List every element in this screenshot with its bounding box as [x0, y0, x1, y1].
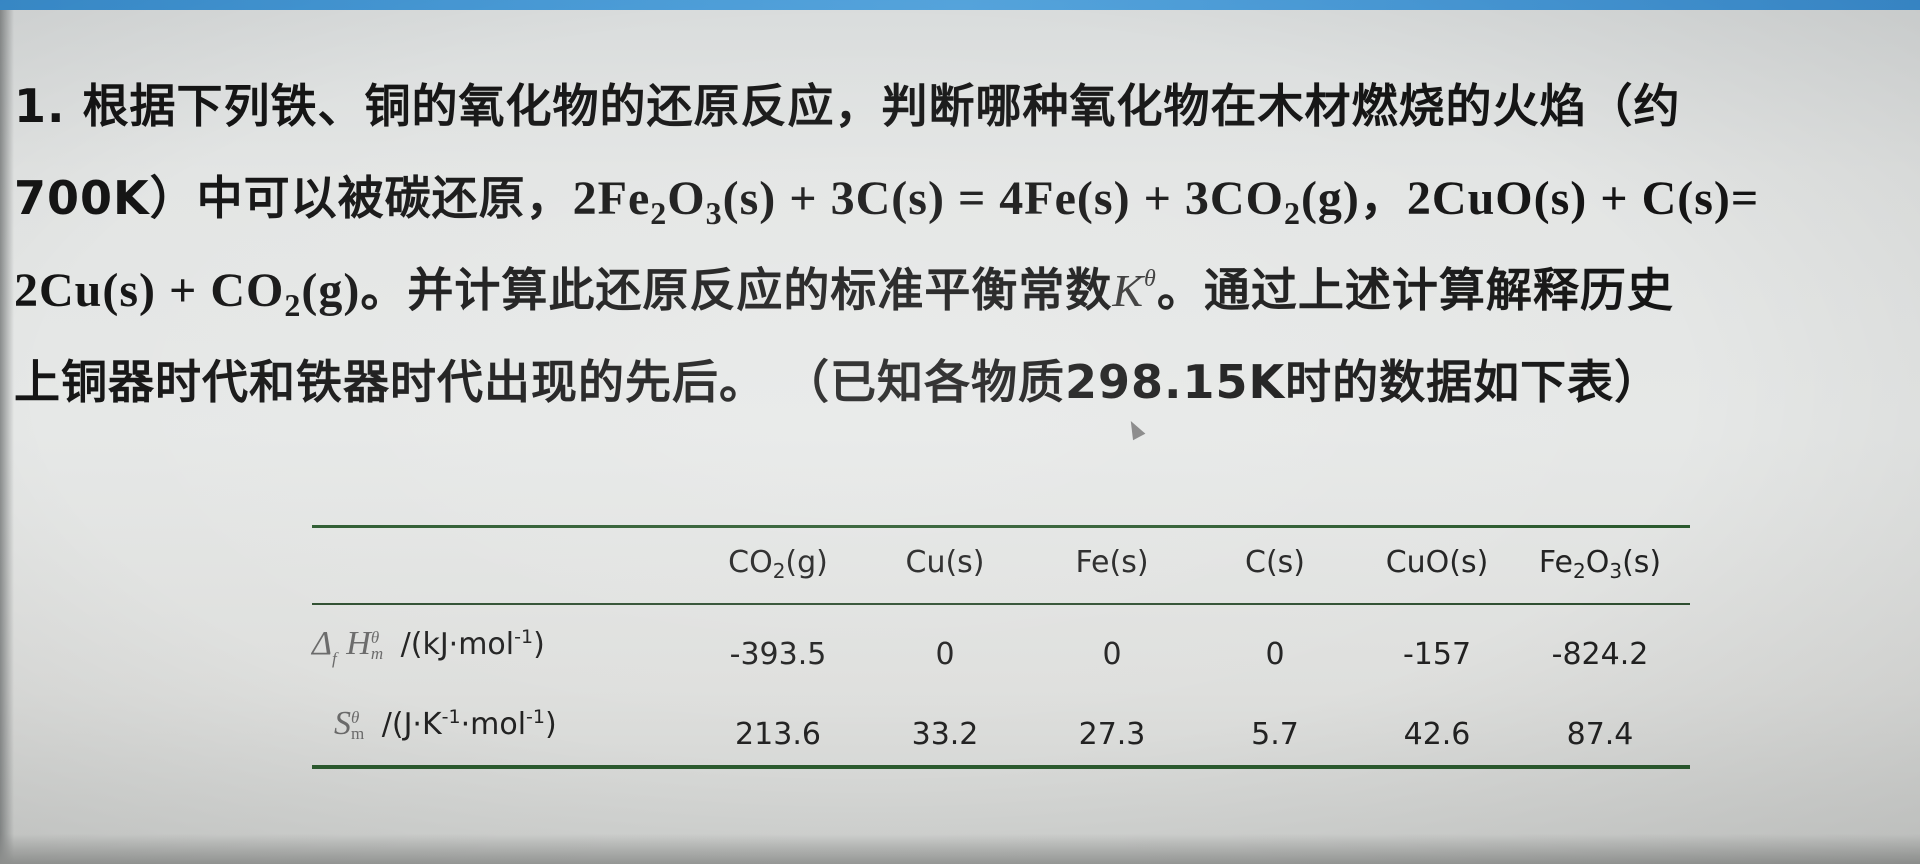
entropy-fe: 27.3: [1078, 717, 1146, 752]
equation-iron: 2Fe2O3(s) + 3C(s) = 4Fe(s) + 3CO2(g): [572, 172, 1360, 231]
entropy-c: 5.7: [1251, 717, 1299, 752]
entropy-co2: 213.6: [735, 717, 821, 752]
problem-line-3-text-a: 。并计算此还原反应的标准平衡常数: [360, 263, 1113, 317]
window-top-bar: [0, 0, 1920, 10]
header-c: C(s): [1245, 545, 1305, 580]
problem-line-1-text: 根据下列铁、铜的氧化物的还原反应，判断哪种氧化物在木材燃烧的火焰（约: [65, 79, 1681, 133]
flame-temperature: 700K: [14, 171, 150, 225]
data-temperature: 298.15K: [1065, 355, 1286, 409]
table-header-rule: [312, 603, 1690, 605]
entropy-cuo: 42.6: [1403, 717, 1471, 752]
table-bottom-rule: [312, 765, 1690, 769]
screen-bottom-edge: [0, 834, 1920, 864]
header-fe: Fe(s): [1075, 545, 1149, 580]
screen-left-edge: [0, 10, 14, 864]
entropy-cu: 33.2: [911, 717, 979, 752]
enthalpy-fe: 0: [1102, 637, 1122, 672]
standard-state-theta: θ: [1144, 266, 1157, 292]
problem-line-3: 2Cu(s) + CO2(g)。并计算此还原反应的标准平衡常数Kθ。通过上述计算…: [14, 244, 1914, 336]
enthalpy-cuo: -157: [1402, 637, 1472, 672]
enthalpy-cu: 0: [935, 637, 955, 672]
enthalpy-co2: -393.5: [729, 637, 827, 672]
header-cuo: CuO(s): [1385, 545, 1489, 580]
problem-line-4: 上铜器时代和铁器时代出现的先后。 （已知各物质298.15K时的数据如下表）: [14, 336, 1914, 428]
header-fe2o3: Fe2O3(s): [1538, 545, 1662, 583]
header-co2: CO2(g): [728, 545, 828, 583]
entropy-fe2o3: 87.4: [1566, 717, 1634, 752]
problem-line-2: 700K）中可以被碳还原，2Fe2O3(s) + 3C(s) = 4Fe(s) …: [14, 152, 1914, 244]
enthalpy-fe2o3: -824.2: [1551, 637, 1649, 672]
problem-line-4-text-a: 上铜器时代和铁器时代出现的先后。 （已知各物质: [14, 355, 1066, 409]
equation-separator: ，: [1359, 171, 1407, 225]
problem-line-4-text-b: 时的数据如下表）: [1285, 355, 1662, 409]
header-cu: Cu(s): [905, 545, 985, 580]
problem-line-1: 1. 根据下列铁、铜的氧化物的还原反应，判断哪种氧化物在木材燃烧的火焰（约: [14, 60, 1914, 152]
problem-number: 1.: [14, 79, 66, 133]
enthalpy-c: 0: [1265, 637, 1285, 672]
equilibrium-constant-symbol: K: [1112, 265, 1145, 316]
table-top-rule: [312, 525, 1690, 528]
problem-line-3-text-b: 。通过上述计算解释历史: [1156, 263, 1674, 317]
problem-text: 1. 根据下列铁、铜的氧化物的还原反应，判断哪种氧化物在木材燃烧的火焰（约 70…: [14, 60, 1914, 428]
equation-copper-part2: 2Cu(s) + CO2(g): [14, 264, 361, 323]
problem-line-2-text: ）中可以被碳还原，: [149, 171, 573, 225]
thermo-data-table: CO2(g) Cu(s) Fe(s) C(s) CuO(s) Fe2O3(s) …: [312, 525, 1690, 795]
equation-copper-part1: 2CuO(s) + C(s)=: [1406, 172, 1760, 225]
